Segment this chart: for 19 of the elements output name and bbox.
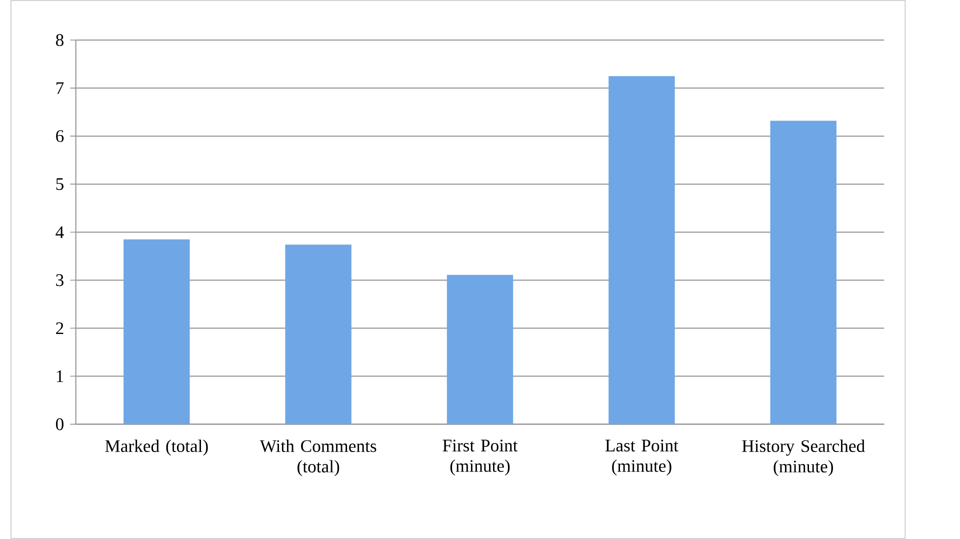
x-tick-label: With Comments (total) [260,440,376,476]
bar [770,120,836,424]
y-tick-label: 8 [56,34,64,46]
bar [608,76,675,424]
bar [446,274,514,424]
y-tick-label: 7 [56,82,64,94]
y-tick-label: 1 [56,370,64,382]
bar [285,244,352,424]
x-tick-label: History Searched (minute) [742,440,865,476]
x-tick-label: Last Point (minute) [605,440,678,476]
bar [124,239,190,424]
x-tick-label: First Point (minute) [442,440,518,476]
y-tick-label: 0 [56,418,64,430]
y-tick-label: 3 [56,274,64,286]
y-tick-label: 5 [56,178,64,190]
y-tick-label: 2 [56,322,64,334]
x-tick-label: Marked (total) [105,440,208,456]
y-tick-label: 4 [56,226,64,238]
y-tick-label: 6 [56,130,64,142]
